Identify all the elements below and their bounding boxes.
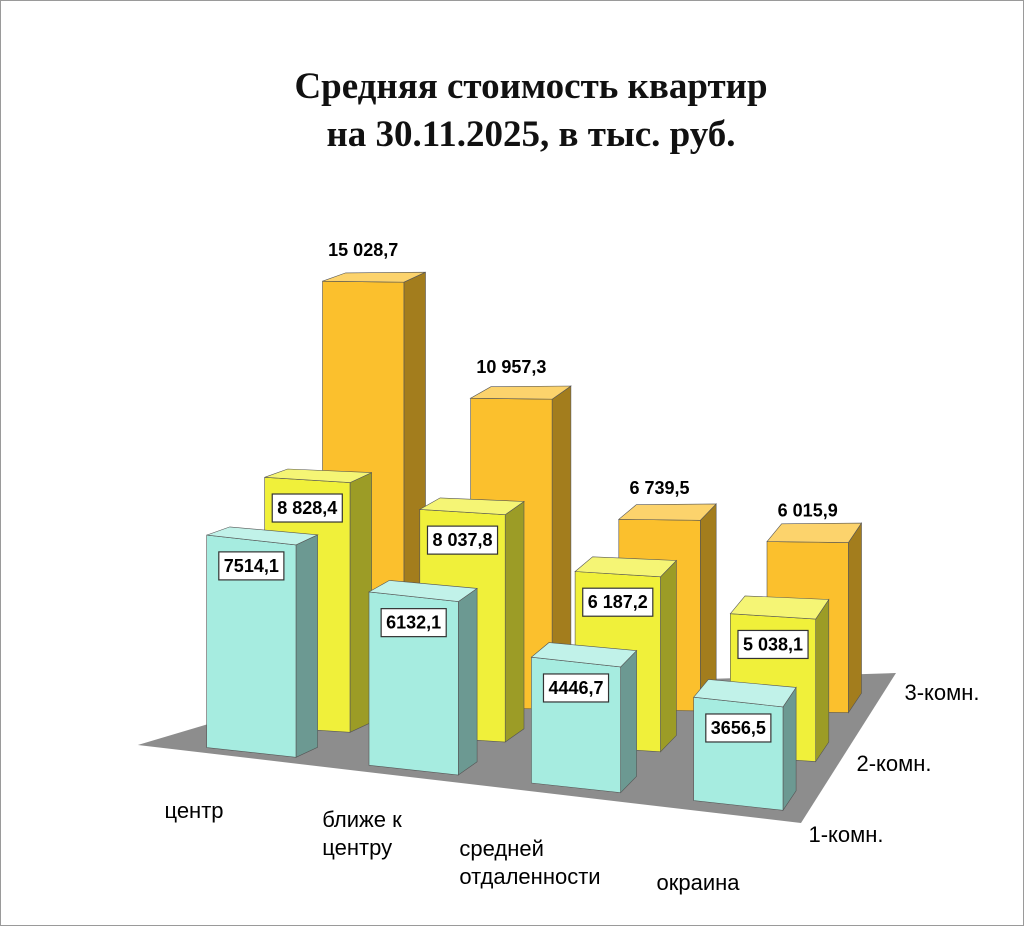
chart-title: Средняя стоимость квартир на 30.11.2025,… (294, 66, 768, 155)
bar-side (782, 686, 797, 812)
bar-side (349, 472, 372, 733)
legend-label: 3-комн. (904, 680, 980, 705)
value-label-box (542, 673, 610, 703)
x-tick-label: центр (164, 798, 224, 823)
bar-top (693, 679, 797, 708)
bar-side (504, 500, 525, 743)
x-tick-label: средней отдаленности (459, 836, 601, 889)
value-label-box (380, 608, 447, 638)
bar-side (620, 649, 637, 794)
bar (693, 679, 797, 812)
x-tick-label: окраина (656, 870, 740, 895)
value-label: 6 015,9 (778, 500, 838, 520)
bar-top (206, 526, 319, 546)
bar-top (729, 595, 830, 620)
bar-top (574, 556, 678, 578)
bar-side (848, 522, 862, 714)
bar-top (530, 642, 638, 668)
value-label-box (218, 551, 285, 581)
value-label: 3656,5 (711, 718, 766, 738)
bar-top (368, 580, 478, 602)
bar-top (418, 497, 525, 516)
bar-side (660, 559, 677, 753)
value-label-box (737, 629, 809, 660)
bar-side (295, 534, 318, 758)
value-label: 7514,1 (224, 556, 279, 576)
value-label: 5 038,1 (743, 634, 803, 654)
legend-label: 2-комн. (856, 751, 932, 776)
legend-label: 1-комн. (808, 822, 884, 847)
value-label: 8 828,4 (277, 498, 337, 518)
value-label-box (705, 713, 772, 743)
bar-top (469, 385, 572, 400)
bar-top (264, 468, 372, 483)
bar-side (457, 587, 478, 776)
value-label-box (426, 525, 499, 555)
bar (206, 526, 319, 758)
value-label: 8 037,8 (432, 530, 492, 550)
value-label: 6 187,2 (588, 592, 648, 612)
bar-top (766, 522, 863, 543)
value-label-box (271, 493, 343, 523)
bar (530, 642, 638, 794)
value-label: 4446,7 (548, 678, 603, 698)
value-label-box (582, 587, 654, 617)
bar-top (617, 503, 717, 521)
x-tick-label: ближе к центру (322, 807, 402, 860)
value-label: 6 739,5 (629, 478, 689, 498)
bar (368, 580, 478, 776)
value-label: 15 028,7 (328, 240, 398, 260)
bar-top (322, 271, 426, 283)
bar-side (815, 598, 830, 763)
value-label: 10 957,3 (476, 357, 546, 377)
value-label: 6132,1 (386, 613, 441, 633)
